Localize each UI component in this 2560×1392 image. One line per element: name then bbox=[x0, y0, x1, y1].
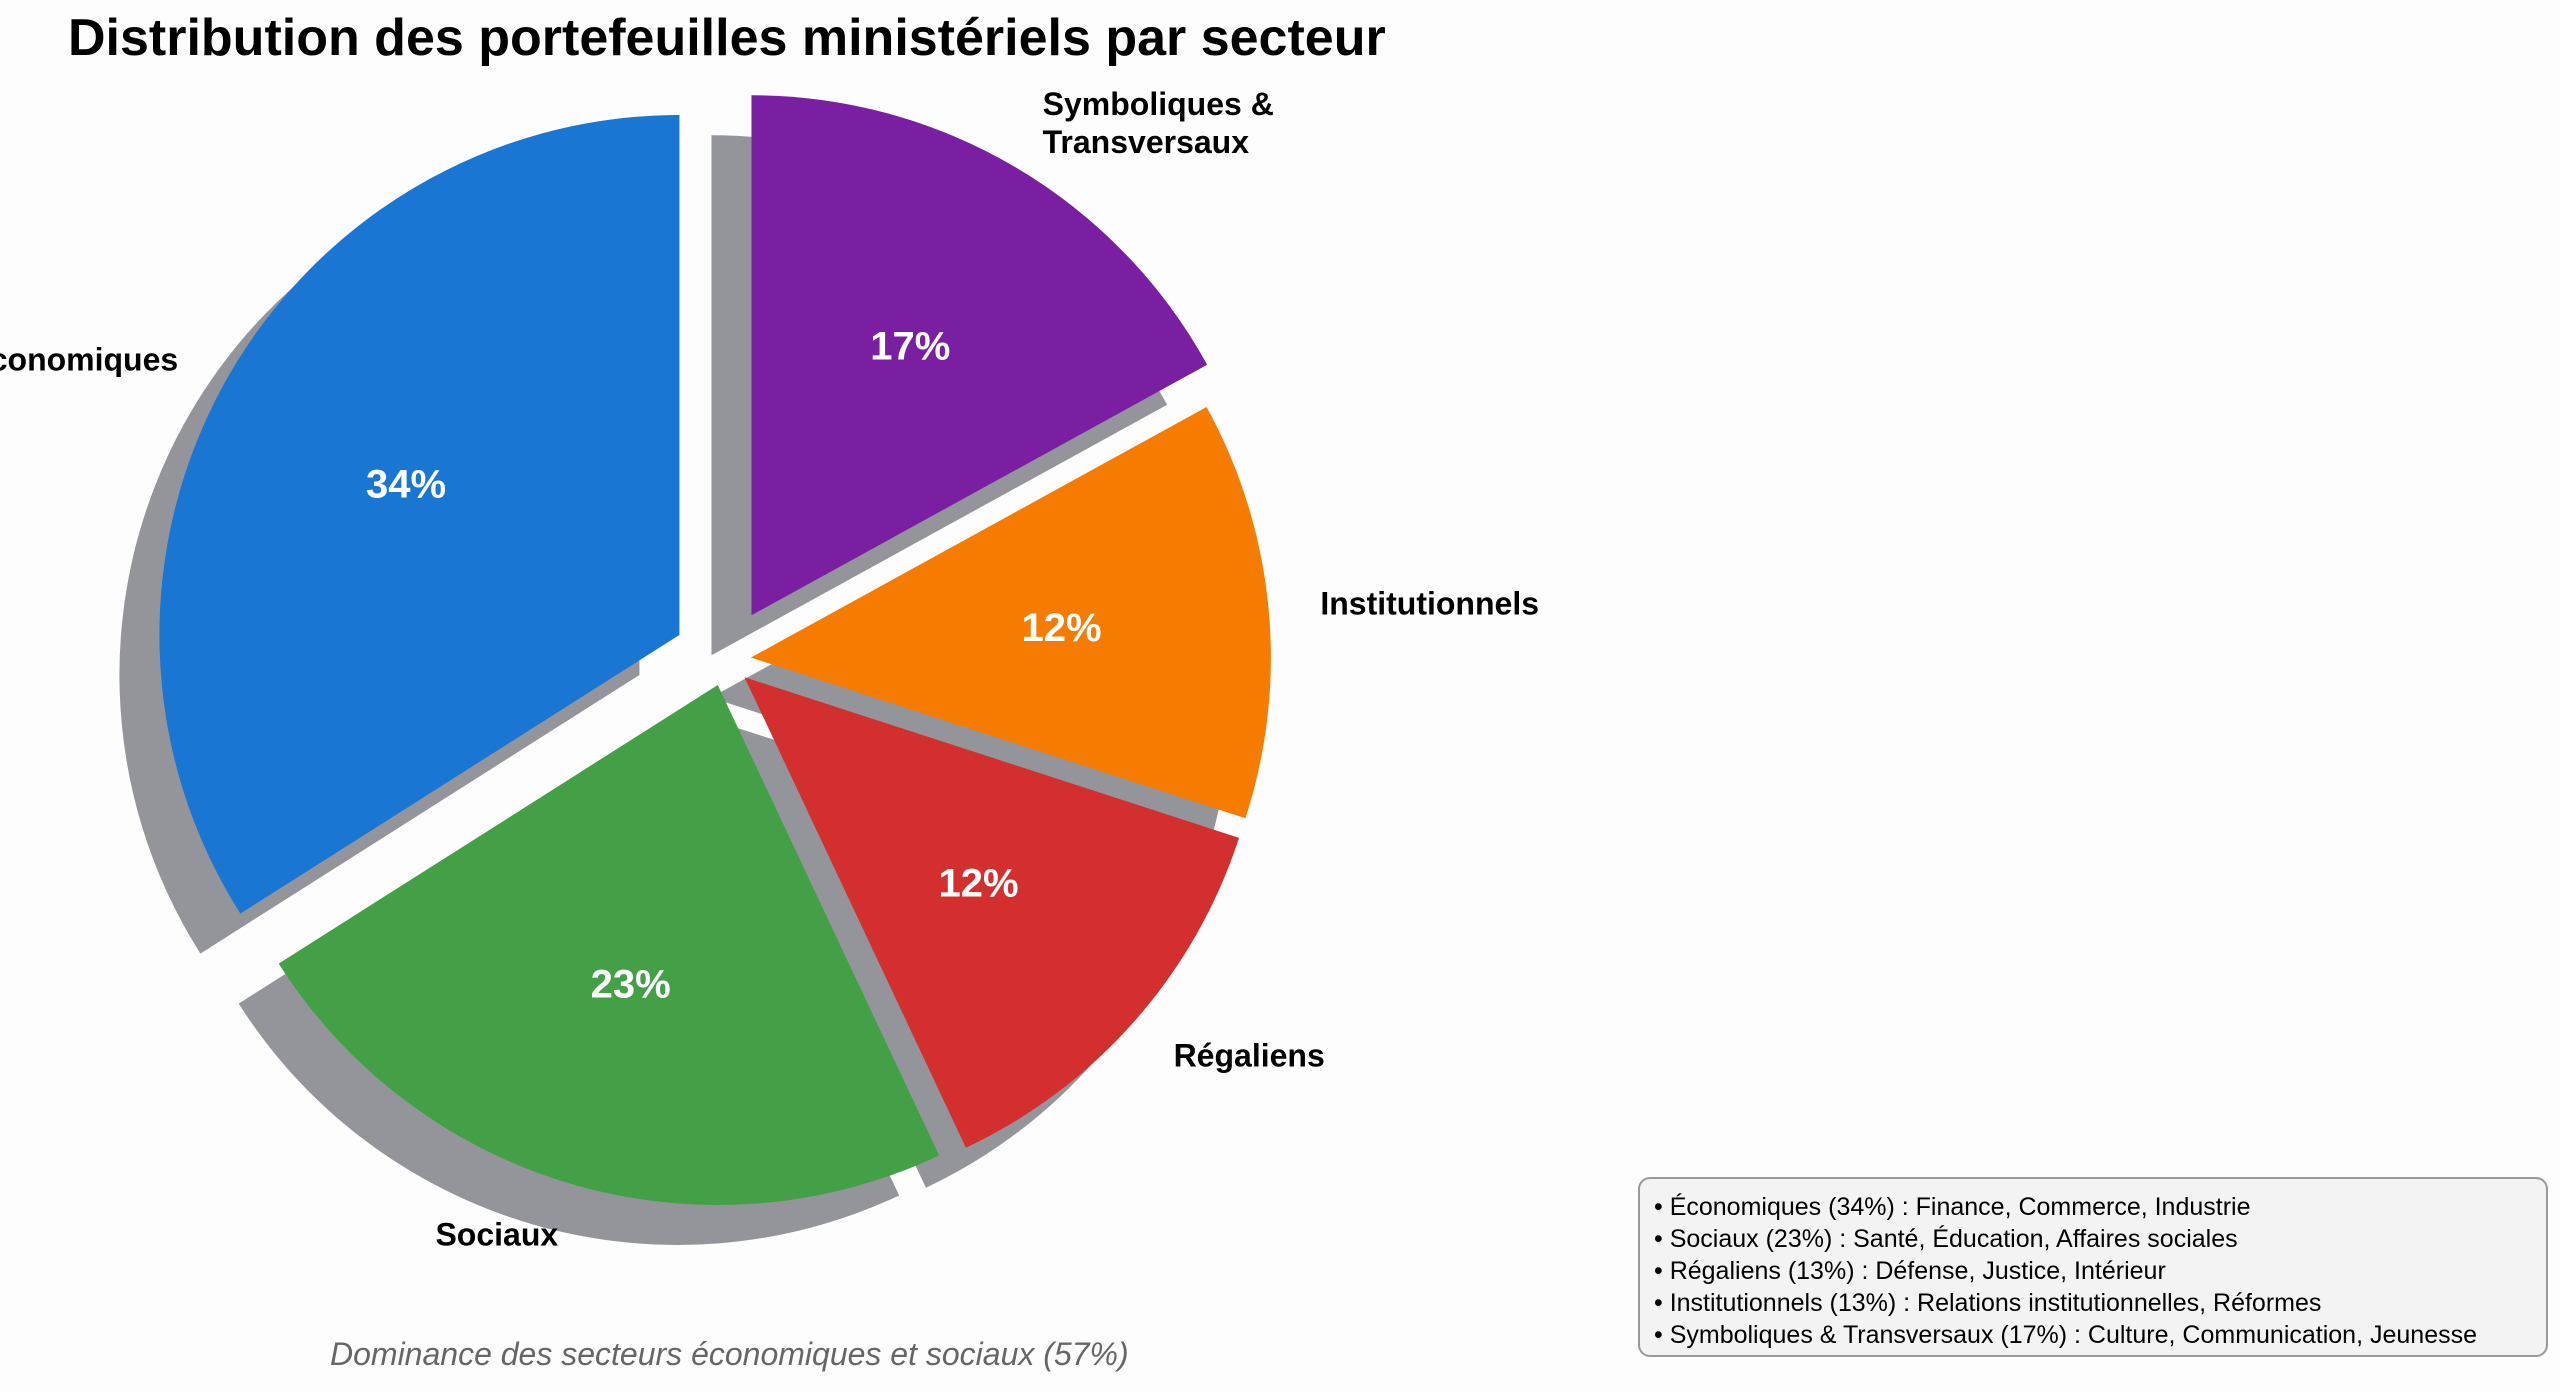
slice-label-regaliens: Régaliens bbox=[1174, 1037, 1325, 1073]
legend-line-economiques: • Économiques (34%) : Finance, Commerce,… bbox=[1654, 1193, 2251, 1221]
legend-line-symboliques: • Symboliques & Transversaux (17%) : Cul… bbox=[1654, 1321, 2477, 1349]
slice-label-sociaux: Sociaux bbox=[435, 1216, 558, 1252]
legend-line-regaliens: • Régaliens (13%) : Défense, Justice, In… bbox=[1654, 1257, 2166, 1285]
slice-regaliens bbox=[744, 677, 1240, 1148]
slice-label-institutionnels: Institutionnels bbox=[1320, 586, 1539, 622]
pct-label-institutionnels: 12% bbox=[1021, 606, 1101, 650]
pct-label-symboliques-transversaux: 17% bbox=[870, 325, 950, 369]
legend-line-institutionnels: • Institutionnels (13%) : Relations inst… bbox=[1654, 1289, 2322, 1317]
slice-institutionnels bbox=[750, 407, 1271, 819]
slice-sociaux bbox=[278, 684, 940, 1205]
slice-label-symboliques-transversaux: Symboliques & Transversaux bbox=[1043, 86, 1274, 160]
pct-label-economiques: 34% bbox=[366, 463, 446, 507]
pct-label-sociaux: 23% bbox=[591, 963, 671, 1007]
slice-label-economiques: Économiques bbox=[0, 341, 178, 377]
slice-symboliques-transversaux bbox=[751, 95, 1208, 616]
pct-label-regaliens: 12% bbox=[939, 862, 1019, 906]
slice-economiques bbox=[159, 114, 680, 914]
legend-box: • Économiques (34%) : Finance, Commerce,… bbox=[1638, 1177, 2548, 1357]
chart-subtitle: Dominance des secteurs économiques et so… bbox=[330, 1336, 1129, 1372]
legend-line-sociaux: • Sociaux (23%) : Santé, Éducation, Affa… bbox=[1654, 1225, 2238, 1253]
chart-title: Distribution des portefeuilles ministéri… bbox=[68, 9, 1386, 67]
